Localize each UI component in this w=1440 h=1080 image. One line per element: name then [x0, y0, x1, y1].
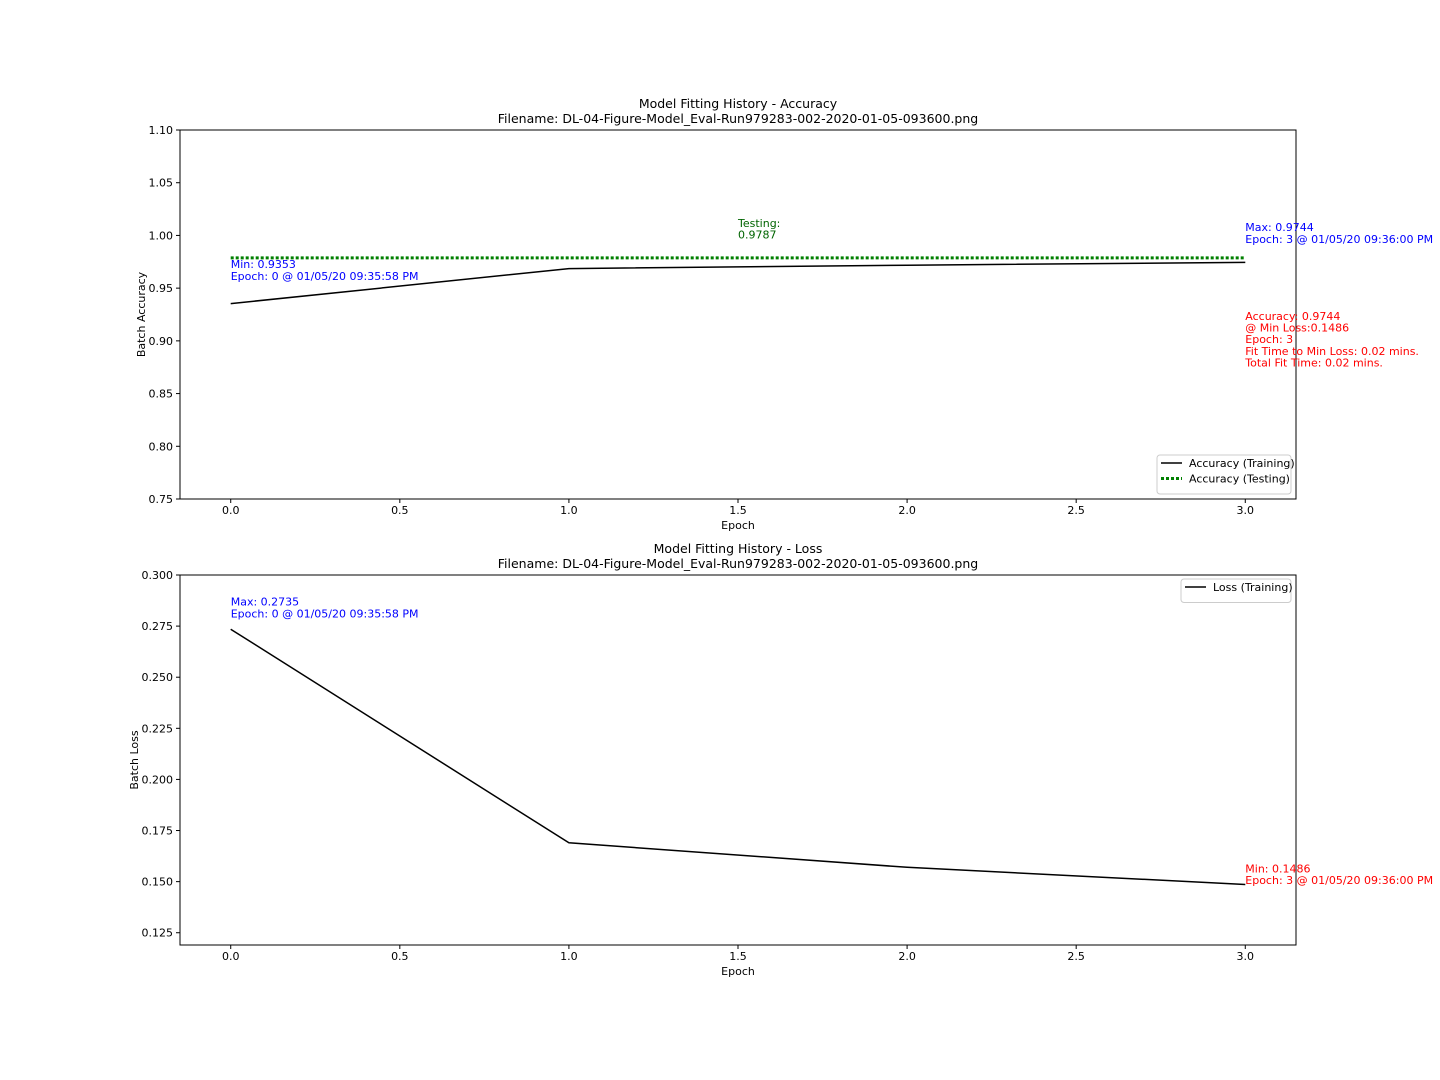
- legend-label: Loss (Training): [1213, 581, 1293, 594]
- y-axis-label: Batch Loss: [128, 730, 141, 790]
- legend-label: Accuracy (Testing): [1189, 473, 1290, 486]
- x-tick-label: 2.0: [898, 504, 916, 517]
- x-tick-label: 1.0: [560, 504, 578, 517]
- x-tick-label: 0.0: [222, 504, 240, 517]
- annotation-text: 0.9787: [738, 229, 777, 242]
- annotation-text: Max: 0.2735: [231, 596, 299, 609]
- y-tick-label: 0.225: [142, 722, 174, 735]
- y-axis-label: Batch Accuracy: [135, 271, 148, 357]
- x-tick-label: 1.5: [729, 504, 747, 517]
- y-tick-label: 0.95: [149, 282, 174, 295]
- x-tick-label: 0.0: [222, 950, 240, 963]
- y-tick-label: 0.300: [142, 569, 174, 582]
- chart-subtitle: Filename: DL-04-Figure-Model_Eval-Run979…: [498, 111, 978, 126]
- y-tick-label: 0.80: [149, 440, 174, 453]
- x-axis-label: Epoch: [721, 965, 755, 978]
- y-tick-label: 1.00: [149, 229, 174, 242]
- x-tick-label: 2.5: [1067, 950, 1085, 963]
- annotation-text: Epoch: 3: [1245, 333, 1293, 346]
- annotation-text: Epoch: 0 @ 01/05/20 09:35:58 PM: [231, 270, 419, 283]
- y-tick-label: 1.05: [149, 177, 174, 190]
- y-tick-label: 1.10: [149, 124, 174, 137]
- annotation-text: Min: 0.1486: [1245, 862, 1310, 875]
- legend-label: Accuracy (Training): [1189, 457, 1295, 470]
- legend-box: [1180, 578, 1292, 603]
- y-tick-label: 0.125: [142, 927, 174, 940]
- chart-subtitle: Filename: DL-04-Figure-Model_Eval-Run979…: [498, 556, 978, 571]
- chart-title: Model Fitting History - Loss: [654, 541, 823, 556]
- accuracy-chart: Model Fitting History - AccuracyFilename…: [135, 96, 1433, 532]
- annotation-text: Max: 0.9744: [1245, 221, 1313, 234]
- annotation-text: Fit Time to Min Loss: 0.02 mins.: [1245, 345, 1419, 358]
- x-tick-label: 0.5: [391, 950, 409, 963]
- y-tick-label: 0.85: [149, 388, 174, 401]
- y-tick-label: 0.150: [142, 876, 174, 889]
- x-tick-label: 2.0: [898, 950, 916, 963]
- y-tick-label: 0.200: [142, 773, 174, 786]
- x-tick-label: 2.5: [1067, 504, 1085, 517]
- chart-title: Model Fitting History - Accuracy: [639, 96, 838, 111]
- y-tick-label: 0.275: [142, 620, 174, 633]
- x-tick-label: 1.5: [729, 950, 747, 963]
- y-tick-label: 0.75: [149, 493, 174, 506]
- annotation-text: Epoch: 3 @ 01/05/20 09:36:00 PM: [1245, 874, 1433, 887]
- annotation-text: @ Min Loss:0.1486: [1245, 321, 1349, 334]
- loss-training-line: [230, 628, 1246, 886]
- annotation-text: Epoch: 3 @ 01/05/20 09:36:00 PM: [1245, 233, 1433, 246]
- annotation-text: Testing:: [737, 217, 780, 230]
- annotation-text: Epoch: 0 @ 01/05/20 09:35:58 PM: [231, 607, 419, 620]
- annotation-text: Accuracy: 0.9744: [1245, 310, 1340, 323]
- y-tick-label: 0.175: [142, 825, 174, 838]
- x-axis-label: Epoch: [721, 519, 755, 532]
- x-tick-label: 3.0: [1237, 504, 1255, 517]
- y-tick-label: 0.250: [142, 671, 174, 684]
- annotation-text: Min: 0.9353: [231, 258, 296, 271]
- x-tick-label: 3.0: [1237, 950, 1255, 963]
- legend-box: [1156, 454, 1292, 495]
- x-tick-label: 1.0: [560, 950, 578, 963]
- y-tick-label: 0.90: [149, 335, 174, 348]
- accuracy-training-line: [230, 261, 1246, 305]
- x-tick-label: 0.5: [391, 504, 409, 517]
- annotation-text: Total Fit Time: 0.02 mins.: [1244, 357, 1383, 370]
